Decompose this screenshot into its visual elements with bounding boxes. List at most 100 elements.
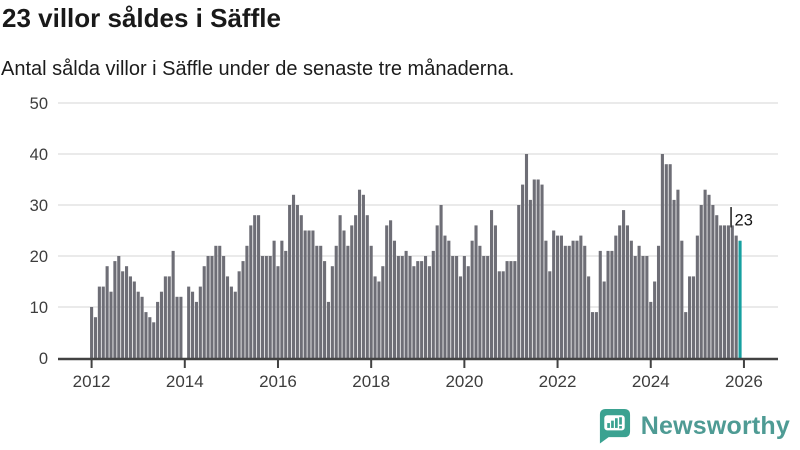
- bar: [462, 256, 466, 358]
- bar: [354, 215, 358, 358]
- bar: [513, 261, 517, 358]
- bar: [408, 256, 412, 358]
- y-axis-tick-label: 30: [30, 197, 48, 215]
- bar: [210, 256, 214, 358]
- logo-bar-2: [610, 420, 614, 428]
- bar: [532, 179, 536, 358]
- bar: [536, 179, 540, 358]
- bar: [113, 261, 117, 358]
- bar: [175, 296, 179, 358]
- newsworthy-logo-icon[interactable]: [597, 407, 632, 445]
- bar: [649, 301, 653, 358]
- bar: [148, 317, 152, 358]
- bar: [482, 256, 486, 358]
- bar: [629, 240, 633, 358]
- bar: [622, 210, 626, 358]
- bar: [280, 240, 284, 358]
- bar: [563, 245, 567, 358]
- bar: [159, 291, 164, 358]
- bar: [237, 271, 241, 358]
- bar: [637, 245, 641, 358]
- bar: [501, 271, 505, 358]
- bar: [618, 225, 622, 358]
- bar: [470, 240, 474, 358]
- bar: [548, 271, 552, 358]
- bar: [125, 266, 129, 358]
- y-axis-tick-label: 20: [30, 248, 48, 266]
- bar: [121, 271, 125, 358]
- bar: [676, 189, 680, 358]
- x-axis-tick-label: 2012: [73, 372, 111, 391]
- x-axis-tick-label: 2026: [725, 372, 763, 391]
- bar: [187, 286, 191, 358]
- bar: [288, 205, 292, 358]
- bar: [350, 225, 354, 358]
- bar: [284, 250, 288, 358]
- bar: [431, 250, 435, 358]
- bar: [730, 225, 734, 358]
- y-axis-tick-label: 10: [30, 299, 48, 317]
- bar: [396, 256, 400, 358]
- bar: [668, 164, 672, 358]
- bar: [715, 215, 719, 358]
- bar: [427, 266, 431, 358]
- bar: [416, 261, 420, 358]
- brand-footer[interactable]: Newsworthy: [597, 407, 790, 445]
- bar: [90, 307, 94, 358]
- bar: [703, 189, 707, 358]
- bar: [369, 245, 373, 358]
- bar: [365, 215, 369, 358]
- bar: [633, 256, 637, 358]
- bar: [579, 235, 583, 358]
- bar: [691, 276, 696, 358]
- bar: [412, 266, 416, 358]
- bar: [439, 205, 443, 358]
- bar: [645, 256, 649, 358]
- chart-title: 23 villor såldes i Säffle: [2, 3, 281, 33]
- bar: [540, 184, 544, 358]
- bar: [245, 245, 249, 358]
- bar: [105, 266, 109, 358]
- bar: [699, 205, 703, 358]
- bar: [544, 240, 548, 358]
- logo-bar-3: [614, 418, 618, 428]
- bar: [458, 276, 463, 358]
- bar: [478, 245, 482, 358]
- bar: [346, 245, 350, 358]
- bar: [583, 245, 587, 358]
- bar: [93, 317, 98, 358]
- bar: [191, 291, 195, 358]
- bar: [117, 256, 121, 358]
- chart-subtitle: Antal sålda villor i Säffle under de sen…: [1, 58, 515, 80]
- bar: [707, 194, 711, 358]
- logo-exclamation-dot: [618, 426, 622, 429]
- bar: [136, 291, 140, 358]
- bar: [524, 154, 529, 358]
- bar: [357, 189, 362, 358]
- bar: [726, 225, 730, 358]
- bar: [672, 199, 676, 358]
- bar: [97, 286, 101, 358]
- bar: [606, 250, 610, 358]
- bar: [392, 240, 397, 358]
- bar: [567, 245, 571, 358]
- bar: [202, 266, 206, 358]
- bar: [590, 312, 595, 358]
- bar: [140, 296, 144, 358]
- bar: [559, 235, 563, 358]
- bar: [625, 225, 629, 358]
- bar: [249, 225, 253, 358]
- bar: [722, 225, 727, 358]
- bar: [303, 230, 307, 358]
- bar: [602, 281, 606, 358]
- bar: [688, 276, 692, 358]
- bar: [641, 256, 645, 358]
- highlighted-latest-bar: [738, 240, 742, 358]
- bar: [101, 286, 105, 358]
- bar: [493, 225, 497, 358]
- bar: [163, 276, 167, 358]
- brand-name[interactable]: Newsworthy: [640, 411, 790, 440]
- bar: [342, 230, 346, 358]
- bar: [381, 266, 385, 358]
